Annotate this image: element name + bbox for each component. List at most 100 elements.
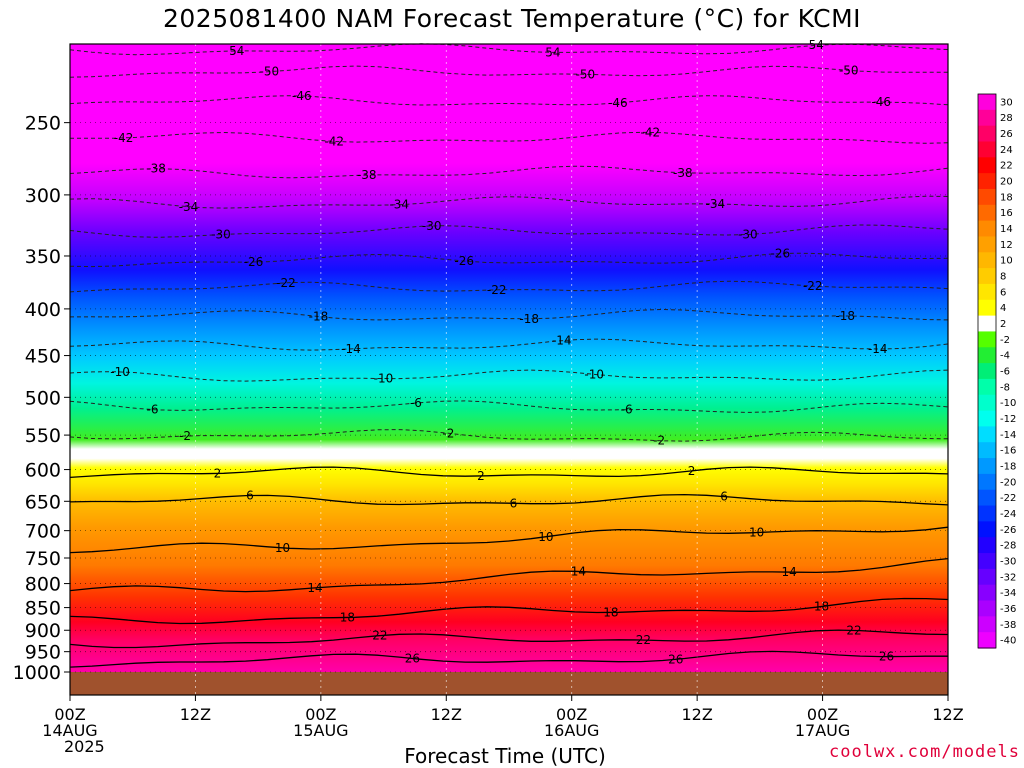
contour-label: 22 (372, 629, 387, 643)
colorbar-swatch (978, 299, 996, 317)
contour-line (69, 557, 949, 593)
contour-label: -22 (487, 283, 507, 297)
colorbar: 30 28 26 24 22 20 18 16 14 12 10 8 6 4 2 -2 -4 -6 -8 -10 -12… (977, 93, 1016, 649)
colorbar-tick-label: -14 (1000, 430, 1016, 441)
colorbar-swatch (978, 394, 996, 412)
contour-label: -22 (276, 276, 296, 290)
colorbar-tick-label: -2 (1000, 335, 1010, 346)
contour-label: -50 (839, 63, 859, 77)
colorbar-tick-label: 26 (1000, 129, 1013, 140)
y-tick-label: 950 (25, 642, 61, 664)
contours (69, 43, 949, 668)
colorbar-swatch (978, 268, 996, 285)
colorbar-swatch (978, 188, 996, 206)
contour-label: -42 (114, 131, 134, 145)
colorbar-swatch (978, 553, 996, 570)
colorbar-tick-label: 24 (1000, 145, 1013, 156)
contour-label: 26 (879, 650, 894, 664)
x-tick-label: 00Z (807, 705, 838, 724)
contour-label: -34 (179, 200, 199, 214)
colorbar-tick-label: -18 (1000, 461, 1016, 472)
colorbar-swatch (978, 473, 996, 491)
contour-label: -50 (260, 65, 280, 79)
colorbar-swatch (978, 505, 996, 522)
colorbar-swatch (978, 568, 996, 586)
colorbar-tick-label: -38 (1000, 620, 1016, 631)
contour-label: -2 (653, 434, 665, 448)
contour-line (69, 466, 949, 479)
contour-label: -30 (422, 219, 442, 233)
colorbar-swatch (978, 252, 996, 269)
y-tick-label: 750 (25, 548, 61, 570)
contour-label: 14 (781, 565, 796, 579)
contour-label: 18 (814, 600, 829, 614)
x-axis-label: Forecast Time (UTC) (404, 744, 606, 768)
contour-label: 2 (214, 466, 222, 480)
contour-label: 22 (846, 623, 861, 637)
colorbar-tick-label: 4 (1000, 303, 1006, 314)
contour-label: 14 (571, 564, 586, 578)
contour-label: -42 (641, 125, 661, 139)
contour-label: -50 (576, 67, 596, 81)
x-tick-label: 12Z (932, 705, 963, 724)
contour-label: -30 (211, 228, 231, 242)
colorbar-tick-label: -40 (1000, 636, 1016, 647)
colorbar-swatch (978, 442, 996, 459)
colorbar-swatch (978, 204, 996, 222)
contour-label: 6 (720, 490, 728, 504)
contour-label: -46 (871, 95, 891, 109)
contour-label: -6 (410, 396, 422, 410)
colorbar-swatch (978, 109, 996, 127)
contour-label: -10 (374, 372, 394, 386)
y-tick-label: 450 (25, 346, 61, 368)
credit-link[interactable]: coolwx.com/models (829, 742, 1020, 762)
contour-label: -18 (519, 312, 539, 326)
contour-label: 2 (688, 464, 696, 478)
contour-label: -2 (179, 429, 191, 443)
contour-label: 6 (246, 488, 254, 502)
x-tick-label: 00Z (556, 705, 587, 724)
contour-label: 10 (749, 526, 764, 540)
y-tick-label: 850 (25, 598, 61, 620)
contour-label: -10 (584, 367, 604, 381)
contour-label: -6 (147, 403, 159, 417)
contour-label: -38 (673, 166, 693, 180)
colorbar-tick-label: 2 (1000, 319, 1006, 330)
contour-label: -38 (146, 162, 166, 176)
x-tick-label: 16AUG (544, 721, 599, 740)
y-tick-label: 700 (25, 521, 61, 543)
contour-label: 10 (538, 530, 553, 544)
colorbar-swatch (978, 489, 996, 507)
colorbar-swatch (978, 600, 996, 617)
colorbar-tick-label: -6 (1000, 367, 1010, 378)
contour-label: 54 (229, 44, 244, 58)
contour-label: 26 (668, 652, 683, 666)
contour-label: -26 (770, 247, 790, 261)
colorbar-tick-label: 22 (1000, 161, 1013, 172)
colorbar-tick-label: -10 (1000, 398, 1016, 409)
colorbar-tick-label: -34 (1000, 588, 1016, 599)
colorbar-swatch (978, 632, 996, 649)
colorbar-tick-label: -12 (1000, 414, 1016, 425)
contour-label: -34 (706, 197, 726, 211)
colorbar-tick-label: -8 (1000, 382, 1010, 393)
colorbar-swatch (978, 363, 996, 380)
contour-label: 54 (545, 45, 560, 59)
x-tick-label: 12Z (431, 705, 462, 724)
colorbar-tick-label: 8 (1000, 272, 1006, 283)
colorbar-tick-label: 18 (1000, 192, 1013, 203)
contour-label: -42 (324, 134, 344, 148)
x-tick-label: 00Z (305, 705, 336, 724)
contour-label: -34 (389, 198, 409, 212)
contour-label: 10 (275, 541, 290, 555)
colorbar-swatch (978, 410, 996, 427)
contour-label: 18 (340, 610, 355, 624)
contour-label: -38 (357, 168, 377, 182)
contour-label: 2 (477, 469, 485, 483)
colorbar-swatch (978, 125, 996, 143)
colorbar-tick-label: -36 (1000, 604, 1016, 615)
contour-label: -18 (835, 309, 855, 323)
colorbar-tick-label: -20 (1000, 477, 1016, 488)
